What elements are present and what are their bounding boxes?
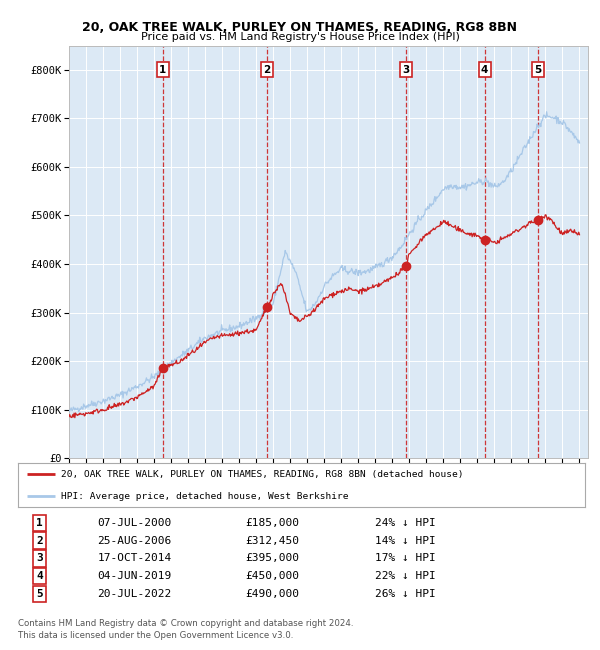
Text: 20, OAK TREE WALK, PURLEY ON THAMES, READING, RG8 8BN (detached house): 20, OAK TREE WALK, PURLEY ON THAMES, REA… <box>61 470 463 479</box>
Text: 26% ↓ HPI: 26% ↓ HPI <box>375 590 436 599</box>
Text: £312,450: £312,450 <box>245 536 299 545</box>
Text: 17-OCT-2014: 17-OCT-2014 <box>97 553 172 564</box>
Text: Contains HM Land Registry data © Crown copyright and database right 2024.: Contains HM Land Registry data © Crown c… <box>18 619 353 628</box>
Text: 4: 4 <box>481 65 488 75</box>
Text: 5: 5 <box>534 65 541 75</box>
Text: 22% ↓ HPI: 22% ↓ HPI <box>375 571 436 581</box>
Text: £395,000: £395,000 <box>245 553 299 564</box>
Text: 20, OAK TREE WALK, PURLEY ON THAMES, READING, RG8 8BN: 20, OAK TREE WALK, PURLEY ON THAMES, REA… <box>83 21 517 34</box>
Text: 14% ↓ HPI: 14% ↓ HPI <box>375 536 436 545</box>
Text: 17% ↓ HPI: 17% ↓ HPI <box>375 553 436 564</box>
Text: 24% ↓ HPI: 24% ↓ HPI <box>375 517 436 528</box>
Text: 2: 2 <box>36 536 43 545</box>
Text: 3: 3 <box>402 65 409 75</box>
Text: 20-JUL-2022: 20-JUL-2022 <box>97 590 172 599</box>
Text: £450,000: £450,000 <box>245 571 299 581</box>
Text: This data is licensed under the Open Government Licence v3.0.: This data is licensed under the Open Gov… <box>18 630 293 640</box>
Text: 2: 2 <box>263 65 271 75</box>
Text: 4: 4 <box>36 571 43 581</box>
Text: £490,000: £490,000 <box>245 590 299 599</box>
Text: 5: 5 <box>36 590 43 599</box>
Text: £185,000: £185,000 <box>245 517 299 528</box>
Text: 07-JUL-2000: 07-JUL-2000 <box>97 517 172 528</box>
Text: HPI: Average price, detached house, West Berkshire: HPI: Average price, detached house, West… <box>61 492 348 501</box>
Text: 1: 1 <box>36 517 43 528</box>
Text: Price paid vs. HM Land Registry's House Price Index (HPI): Price paid vs. HM Land Registry's House … <box>140 32 460 42</box>
Text: 25-AUG-2006: 25-AUG-2006 <box>97 536 172 545</box>
Text: 1: 1 <box>160 65 167 75</box>
Text: 04-JUN-2019: 04-JUN-2019 <box>97 571 172 581</box>
Text: 3: 3 <box>36 553 43 564</box>
